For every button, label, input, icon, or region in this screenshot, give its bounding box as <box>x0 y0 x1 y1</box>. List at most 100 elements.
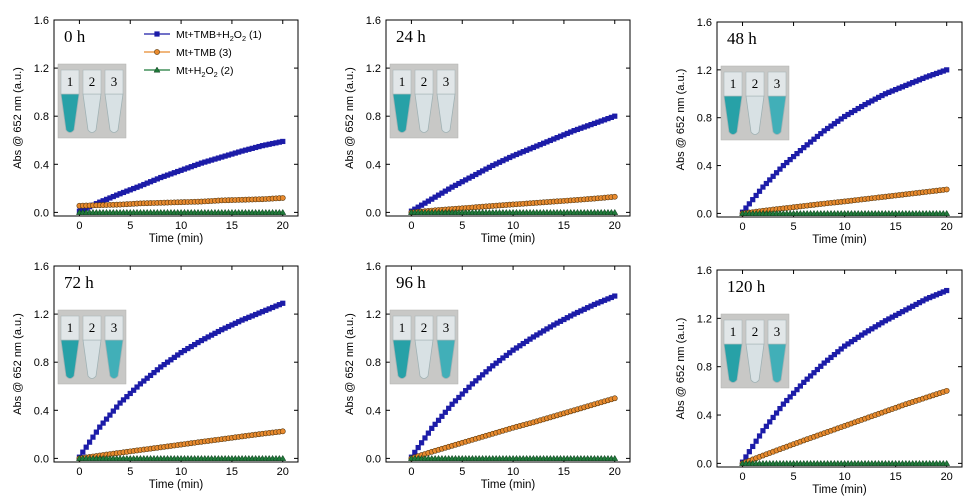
x-tick-label: 0 <box>76 466 82 478</box>
x-axis-label: Time (min) <box>812 484 867 496</box>
tube-label: 3 <box>443 74 450 89</box>
tube-cap-3 <box>436 315 456 341</box>
y-tick-label: 1.2 <box>366 63 381 75</box>
subscript: 2 <box>201 70 205 79</box>
tube-label: 3 <box>443 320 450 335</box>
data-point <box>483 369 489 375</box>
tube-label: 2 <box>421 74 428 89</box>
data-point <box>415 444 421 451</box>
y-tick-label: 0.0 <box>366 207 381 219</box>
x-tick-label: 15 <box>226 466 238 478</box>
tube-cap-3 <box>436 69 456 95</box>
data-point <box>794 150 800 157</box>
data-point <box>93 429 99 435</box>
data-point <box>147 372 154 379</box>
tube-cap-2 <box>414 69 434 95</box>
tube-3 <box>767 95 787 135</box>
subscript: 2 <box>242 34 246 43</box>
data-point <box>804 142 810 148</box>
y-tick-label: 0.4 <box>697 161 712 173</box>
panel-title: 48 h <box>727 29 757 48</box>
data-point <box>777 405 783 412</box>
data-point <box>120 397 127 403</box>
data-point <box>777 166 783 172</box>
data-point <box>756 188 763 194</box>
text-span: (2) <box>218 65 234 77</box>
data-point <box>943 387 950 394</box>
series-2 <box>739 186 950 217</box>
legend-entry: Mt+TMB+H2O2 (1) <box>176 29 262 43</box>
y-axis-label: Abs @ 652 nm (a.u.) <box>12 67 24 169</box>
y-tick-label: 1.6 <box>34 15 49 27</box>
tube-3 <box>104 339 124 379</box>
data-point <box>763 180 769 187</box>
data-point <box>473 378 479 384</box>
legend-entry: Mt+TMB (3) <box>176 47 232 59</box>
tube-label: 3 <box>774 324 781 339</box>
data-point <box>280 138 286 145</box>
data-point <box>801 145 807 151</box>
data-point <box>127 390 133 397</box>
series-3 <box>739 459 951 466</box>
series-1 <box>408 113 618 214</box>
data-point <box>446 405 452 411</box>
data-point <box>612 113 618 119</box>
y-axis-label: Abs @ 652 nm (a.u.) <box>675 69 687 171</box>
data-point <box>767 177 773 183</box>
data-point <box>780 162 786 169</box>
data-point <box>124 394 130 400</box>
data-point <box>835 349 841 355</box>
x-tick-label: 10 <box>507 466 519 478</box>
panel-3: 0 5 10 15 20 0.0 0.4 0.8 1.2 1.6 Time (min) Abs @ 6… <box>675 17 963 246</box>
x-tick-label: 0 <box>739 221 745 233</box>
data-point <box>107 412 113 418</box>
data-point <box>151 370 157 376</box>
y-tick-label: 0.8 <box>697 362 712 374</box>
data-point <box>279 454 287 461</box>
tube-cap-3 <box>104 69 124 95</box>
data-point <box>944 67 950 73</box>
y-axis-label: Abs @ 652 nm (a.u.) <box>12 313 24 415</box>
data-point <box>797 148 803 154</box>
tube-1 <box>60 93 80 133</box>
series-2 <box>76 428 286 462</box>
tube-label: 1 <box>399 320 406 335</box>
x-tick-label: 20 <box>609 466 621 478</box>
tube-2 <box>745 343 765 383</box>
x-tick-label: 15 <box>226 220 238 232</box>
tube-1 <box>392 93 412 133</box>
tube-2 <box>414 93 434 133</box>
tube-cap-2 <box>745 319 765 345</box>
data-point <box>787 156 793 163</box>
data-point <box>612 293 618 299</box>
x-tick-label: 15 <box>558 220 570 232</box>
tube-1 <box>723 95 743 135</box>
text-span: O <box>205 65 213 77</box>
y-axis-label: Abs @ 652 nm (a.u.) <box>344 313 356 415</box>
data-point <box>90 434 96 440</box>
y-tick-label: 0.4 <box>697 410 712 422</box>
data-point <box>432 421 438 427</box>
text-span: (1) <box>246 29 262 41</box>
series-1 <box>408 293 618 460</box>
x-tick-label: 5 <box>791 471 797 483</box>
data-point <box>496 357 503 364</box>
data-point <box>279 195 286 201</box>
panel-5: 0 5 10 15 20 0.0 0.4 0.8 1.2 1.6 Time (min) Abs @ 6… <box>344 261 631 491</box>
y-tick-label: 1.2 <box>697 313 712 325</box>
y-tick-label: 1.2 <box>366 309 381 321</box>
data-point <box>486 366 492 372</box>
tube-cap-1 <box>723 71 743 97</box>
data-point <box>801 379 807 385</box>
data-point <box>811 136 817 142</box>
data-point <box>787 394 793 400</box>
data-point <box>753 438 759 444</box>
tube-label: 2 <box>752 76 759 91</box>
y-tick-label: 1.6 <box>366 15 381 27</box>
data-point <box>773 410 780 416</box>
data-point <box>944 287 950 294</box>
y-tick-label: 0.4 <box>34 159 49 171</box>
x-tick-label: 5 <box>459 466 465 478</box>
